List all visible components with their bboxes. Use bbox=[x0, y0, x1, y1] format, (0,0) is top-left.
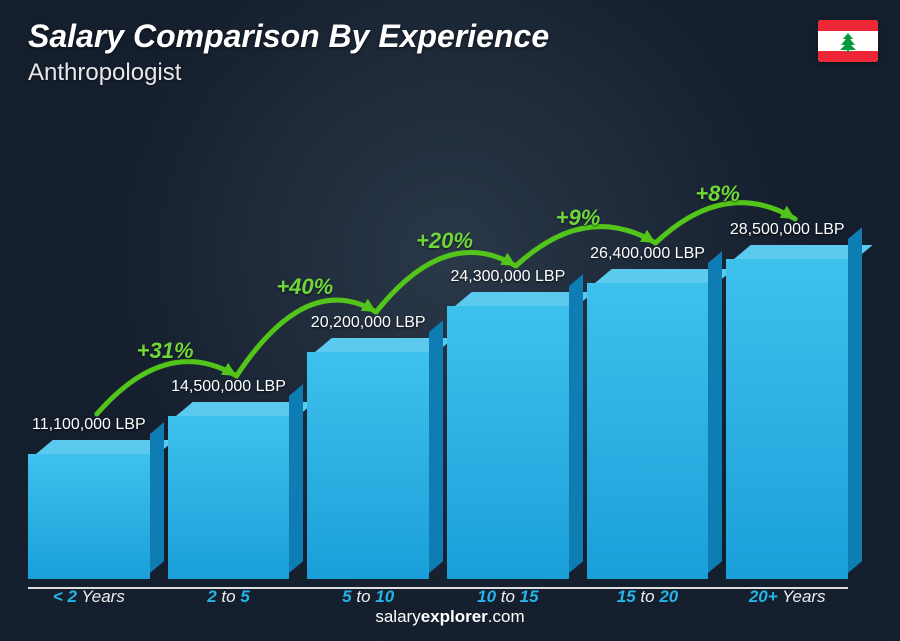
bar-value-label: 28,500,000 LBP bbox=[730, 221, 845, 239]
baseline bbox=[28, 587, 848, 589]
growth-pct-label: +8% bbox=[695, 181, 740, 207]
lebanon-flag-icon bbox=[818, 20, 878, 62]
growth-pct-label: +31% bbox=[137, 338, 194, 364]
footer-text: salary bbox=[375, 607, 420, 626]
bar-category-label: < 2 Years bbox=[28, 587, 150, 607]
growth-pct-label: +20% bbox=[416, 228, 473, 254]
footer-attribution: salaryexplorer.com bbox=[0, 607, 900, 627]
bar-group: 20,200,000 LBP5 to 10 bbox=[307, 314, 429, 579]
bar-value-label: 14,500,000 LBP bbox=[171, 378, 286, 396]
growth-pct-label: +9% bbox=[556, 205, 601, 231]
bar-group: 26,400,000 LBP15 to 20 bbox=[587, 245, 709, 579]
bar bbox=[726, 245, 848, 579]
bar-chart: 11,100,000 LBP< 2 Years14,500,000 LBP2 t… bbox=[28, 149, 848, 579]
bar-group: 28,500,000 LBP20+ Years bbox=[726, 221, 848, 579]
chart-header: Salary Comparison By Experience Anthropo… bbox=[28, 18, 549, 87]
bar-group: 24,300,000 LBP10 to 15 bbox=[447, 268, 569, 579]
bar bbox=[28, 440, 150, 579]
chart-subtitle: Anthropologist bbox=[28, 59, 549, 87]
bar-value-label: 20,200,000 LBP bbox=[311, 314, 426, 332]
bar-group: 14,500,000 LBP2 to 5 bbox=[168, 378, 290, 579]
chart-title: Salary Comparison By Experience bbox=[28, 18, 549, 55]
footer-bold: explorer bbox=[421, 607, 488, 626]
bar-category-label: 2 to 5 bbox=[168, 587, 290, 607]
bar-value-label: 24,300,000 LBP bbox=[450, 268, 565, 286]
bar bbox=[447, 292, 569, 579]
bar-group: 11,100,000 LBP< 2 Years bbox=[28, 416, 150, 579]
bar-value-label: 26,400,000 LBP bbox=[590, 245, 705, 263]
bar bbox=[168, 402, 290, 579]
bar-category-label: 5 to 10 bbox=[307, 587, 429, 607]
bar-value-label: 11,100,000 LBP bbox=[32, 416, 146, 434]
bar-category-label: 10 to 15 bbox=[447, 587, 569, 607]
bar-category-label: 15 to 20 bbox=[587, 587, 709, 607]
footer-domain: .com bbox=[488, 607, 525, 626]
bar bbox=[307, 338, 429, 579]
bar-category-label: 20+ Years bbox=[726, 587, 848, 607]
bar bbox=[587, 269, 709, 579]
growth-pct-label: +40% bbox=[276, 274, 333, 300]
